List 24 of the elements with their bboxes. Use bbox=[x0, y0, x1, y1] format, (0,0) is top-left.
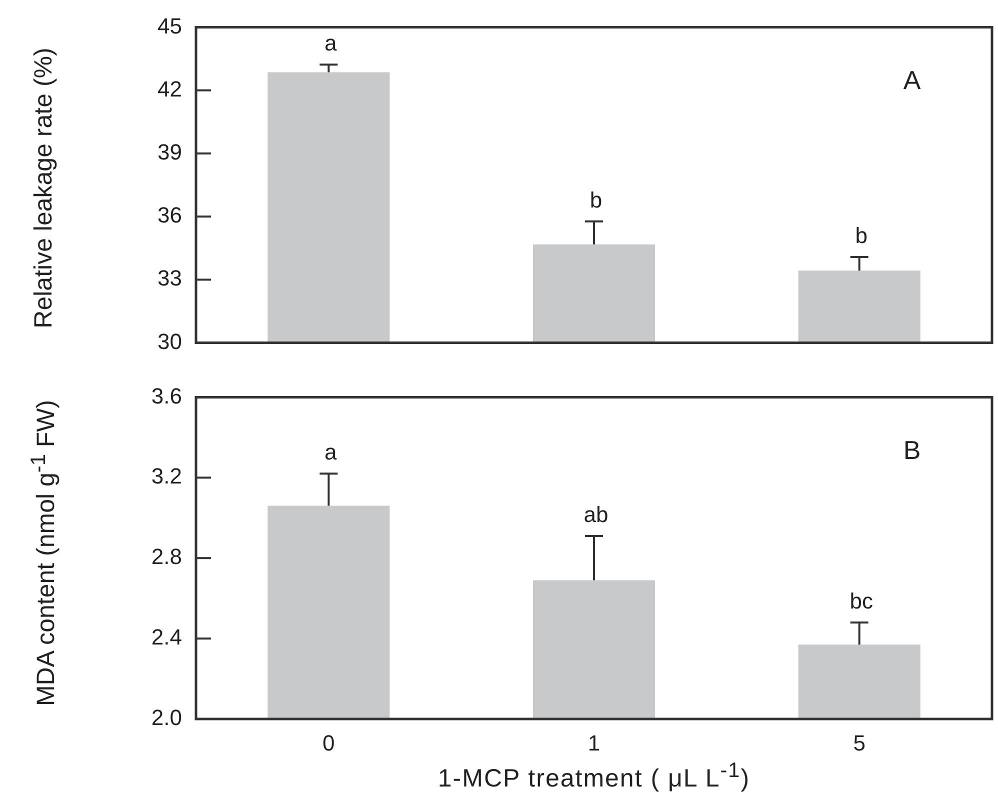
y-tick-label: 3.6 bbox=[151, 383, 182, 408]
annotation: a bbox=[324, 440, 338, 465]
y-tick-label: 2.0 bbox=[151, 705, 182, 730]
annotation: b bbox=[590, 187, 602, 212]
annotation: B bbox=[903, 435, 921, 466]
y-tick-label: 2.4 bbox=[151, 624, 182, 650]
x-tick-label: 1 bbox=[588, 730, 600, 756]
annotation: A bbox=[903, 65, 922, 96]
y-tick-label: 30 bbox=[158, 328, 182, 354]
y-tick-label: 42 bbox=[158, 76, 182, 102]
annotation: a bbox=[324, 30, 338, 56]
y-tick-label: 39 bbox=[158, 140, 182, 165]
y-tick-label: 2.8 bbox=[151, 544, 182, 570]
y-tick-label: 3.2 bbox=[151, 464, 182, 489]
x-axis-title: 1-MCP treatment ( μL L$^{-1}$) bbox=[438, 759, 750, 794]
x-tick-label: 0 bbox=[322, 730, 335, 756]
annotation: b bbox=[855, 222, 868, 248]
y-axis-title: Relative leakage rate (%) bbox=[30, 48, 58, 328]
x-tick-label: 5 bbox=[853, 730, 866, 756]
annotation: ab bbox=[584, 502, 608, 527]
y-tick-label: 36 bbox=[158, 202, 182, 228]
annotation: bc bbox=[850, 588, 873, 614]
y-tick-label: 33 bbox=[158, 266, 182, 291]
y-tick-label: 45 bbox=[158, 13, 182, 38]
